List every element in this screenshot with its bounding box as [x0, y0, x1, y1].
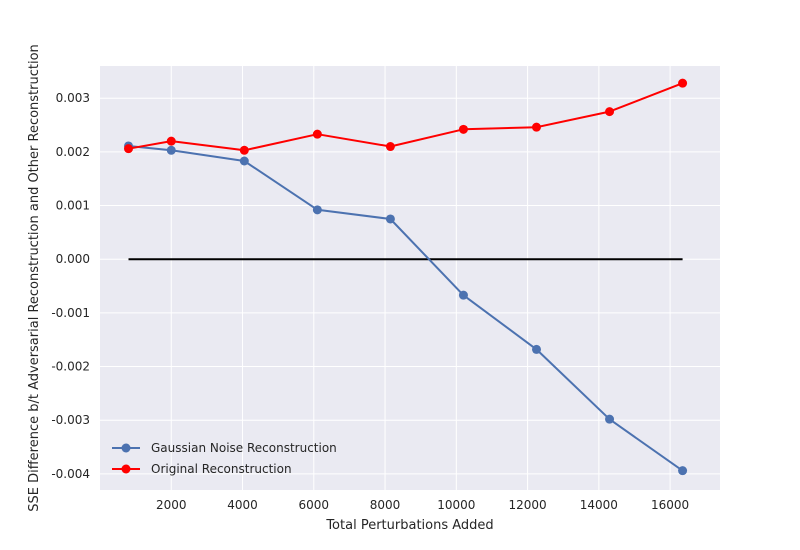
- data-point: [166, 136, 176, 146]
- data-point: [385, 214, 395, 224]
- legend-label: Gaussian Noise Reconstruction: [151, 441, 337, 455]
- x-axis-label: Total Perturbations Added: [325, 518, 493, 533]
- x-tick-label: 10000: [437, 498, 475, 512]
- x-tick-label: 8000: [370, 498, 401, 512]
- y-tick-label: 0.001: [56, 199, 90, 213]
- data-point: [166, 145, 176, 155]
- data-point: [312, 129, 322, 139]
- legend-item: Original Reconstruction: [112, 462, 292, 476]
- x-tick-label: 14000: [580, 498, 618, 512]
- data-point: [605, 414, 615, 424]
- data-point: [678, 78, 688, 88]
- data-point: [531, 122, 541, 132]
- legend-item: Gaussian Noise Reconstruction: [112, 441, 337, 455]
- data-point: [239, 156, 249, 166]
- y-axis-label: SSE Difference b/t Adversarial Reconstru…: [27, 44, 42, 512]
- y-tick-labels: 0.003 0.002 0.001 0.000 -0.001 -0.002 -0.003 -0…: [51, 91, 90, 481]
- y-tick-label: -0.004: [51, 467, 90, 481]
- data-point: [458, 290, 468, 300]
- data-point: [605, 107, 615, 117]
- legend: Gaussian Noise Reconstruction Original Re…: [112, 441, 337, 476]
- x-tick-label: 4000: [227, 498, 258, 512]
- y-tick-label: 0.002: [56, 145, 90, 159]
- x-tick-label: 6000: [299, 498, 330, 512]
- data-point: [239, 145, 249, 155]
- x-tick-labels: 2000 4000 6000 8000 10000 12000 14000 16000: [156, 498, 689, 512]
- data-point: [531, 344, 541, 354]
- legend-swatch-marker: [121, 464, 131, 474]
- y-tick-label: 0.000: [56, 252, 90, 266]
- y-tick-label: -0.001: [51, 306, 90, 320]
- y-tick-label: -0.003: [51, 413, 90, 427]
- data-point: [678, 466, 688, 476]
- x-tick-label: 12000: [508, 498, 546, 512]
- y-tick-label: 0.003: [56, 91, 90, 105]
- x-tick-label: 2000: [156, 498, 187, 512]
- series-original: [124, 78, 688, 155]
- y-tick-label: -0.002: [51, 360, 90, 374]
- series-group: [124, 78, 688, 476]
- legend-swatch-marker: [121, 443, 131, 453]
- data-point: [385, 142, 395, 152]
- series-gaussian-noise: [124, 141, 688, 476]
- plot-area: [100, 66, 720, 490]
- x-tick-label: 16000: [651, 498, 689, 512]
- data-point: [124, 144, 134, 154]
- data-point: [458, 124, 468, 134]
- data-point: [312, 205, 322, 215]
- legend-label: Original Reconstruction: [151, 462, 292, 476]
